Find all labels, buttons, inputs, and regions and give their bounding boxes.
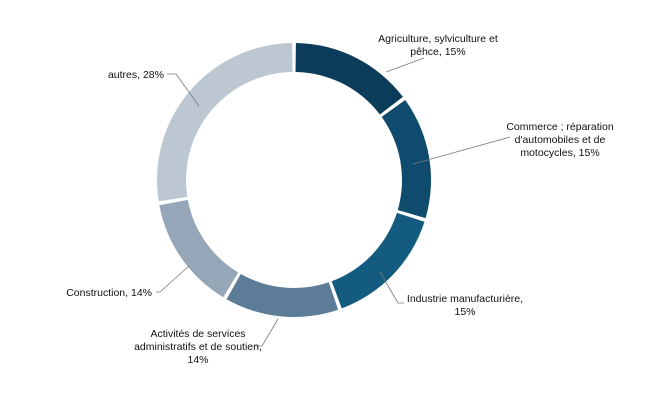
data-label-5: Construction, 14%	[66, 287, 152, 299]
data-label-2-line-2: d'automobiles et de	[515, 134, 606, 146]
leader-line-3	[379, 271, 404, 304]
data-label-1: Agriculture, sylviculture et pêhce, 15%	[378, 33, 498, 58]
data-label-3-line-1: Industrie manufacturière,	[407, 293, 523, 305]
donut-slice-2	[381, 99, 431, 219]
leader-line-2	[412, 136, 511, 165]
data-label-1-line-1: Agriculture, sylviculture et	[378, 33, 498, 45]
data-label-2: Commerce ; réparation d'automobiles et de…	[506, 121, 614, 159]
data-label-4-line-1: Activités de services	[150, 328, 245, 340]
leader-line-4	[255, 318, 279, 347]
leader-line-5	[156, 265, 190, 293]
data-label-4-line-3: 14%	[187, 354, 208, 366]
donut-slice-5	[159, 199, 239, 298]
data-label-3: Industrie manufacturière, 15%	[407, 293, 523, 318]
leader-lines-layer	[156, 57, 511, 347]
data-label-3-line-2: 15%	[454, 306, 475, 318]
data-label-5-line-1: Construction, 14%	[66, 287, 152, 299]
data-label-4-line-2: administratifs et de soutien,	[134, 341, 262, 353]
leader-line-6	[167, 73, 200, 107]
data-label-6-line-1: autres, 28%	[108, 69, 164, 81]
donut-slice-3	[331, 212, 425, 309]
slices-layer	[157, 43, 431, 317]
data-label-4: Activités de services administratifs et d…	[134, 328, 262, 366]
data-label-6: autres, 28%	[108, 69, 164, 81]
donut-slice-6	[157, 43, 293, 202]
data-labels-layer: Agriculture, sylviculture et pêhce, 15% Co…	[66, 33, 614, 366]
donut-slice-1	[295, 43, 403, 115]
data-label-2-line-3: motocycles, 15%	[520, 147, 599, 159]
data-label-1-line-2: pêhce, 15%	[410, 46, 465, 58]
data-label-2-line-1: Commerce ; réparation	[506, 121, 614, 133]
donut-slice-4	[226, 274, 339, 317]
leader-line-1	[385, 57, 425, 73]
